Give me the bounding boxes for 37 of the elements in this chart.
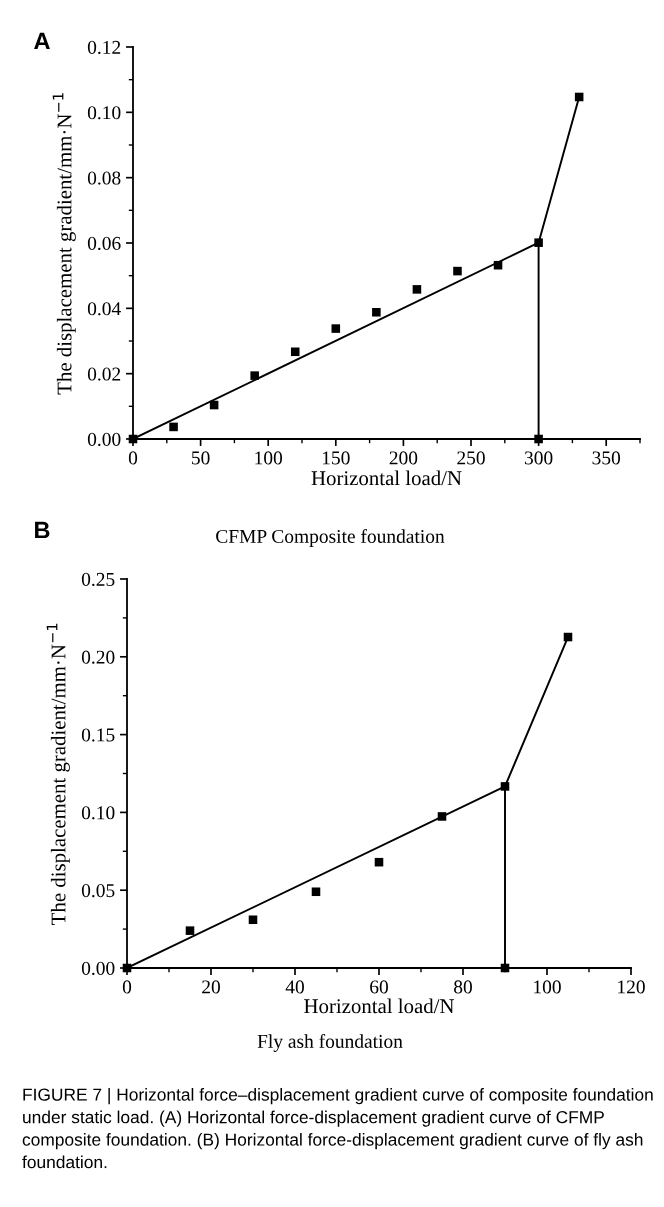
y-tick-label: 0.10: [81, 806, 115, 820]
y-tick-label: 0.00: [87, 432, 121, 447]
x-tick-label: 0: [122, 980, 132, 994]
y-axis-title: The displacement gradient/mm·N$^{−1}$: [52, 93, 76, 395]
y-tick-label: 0.12: [87, 40, 121, 55]
x-tick-label: 80: [454, 980, 472, 994]
x-tick-label: 0: [128, 451, 138, 465]
x-tick-label: 100: [255, 451, 283, 465]
x-tick-label: 200: [389, 451, 418, 465]
x-tick-label: 250: [457, 451, 485, 465]
x-tick-label: 150: [322, 451, 350, 465]
text: Fly ash foundation: [257, 1034, 403, 1052]
x-tick-label: 60: [370, 980, 388, 994]
y-tick-label: 0.06: [87, 236, 121, 251]
x-tick-label: 100: [534, 980, 561, 994]
y-tick-label: 0.05: [81, 884, 115, 898]
text: B: [35, 521, 50, 539]
x-tick-label: 120: [618, 980, 645, 994]
x-axis-title: Horizontal load/N: [311, 470, 462, 486]
y-tick-label: 0.04: [87, 302, 121, 316]
y-tick-label: 0.10: [87, 106, 121, 120]
x-tick-label: 20: [202, 980, 220, 994]
y-tick-label: 0.20: [81, 650, 115, 664]
x-axis-title: Horizontal load/N: [304, 998, 455, 1014]
x-tick-label: 350: [592, 451, 621, 465]
y-tick-label: 0.00: [81, 961, 115, 976]
y-tick-label: 0.15: [81, 728, 115, 742]
x-tick-label: 50: [192, 451, 210, 465]
y-axis-title: The displacement gradient/mm·N$^{−1}$: [46, 623, 70, 925]
x-tick-label: 300: [524, 451, 553, 465]
y-tick-label: 0.25: [81, 572, 115, 587]
text: CFMP Composite foundation: [216, 529, 445, 547]
x-tick-label: 40: [285, 980, 304, 994]
y-tick-label: 0.02: [87, 367, 121, 381]
caption: FIGURE 7 | Horizontal force–displacement gradient curve of composite foundation under static load. (A) Horizontal force-displacement gradient curve of CFMP composite foundation. (B) Horizontal force-displacement gradient curve of fly ash foundation.: [22, 1088, 653, 1169]
y-tick-label: 0.08: [87, 171, 121, 185]
text: A: [34, 32, 50, 50]
